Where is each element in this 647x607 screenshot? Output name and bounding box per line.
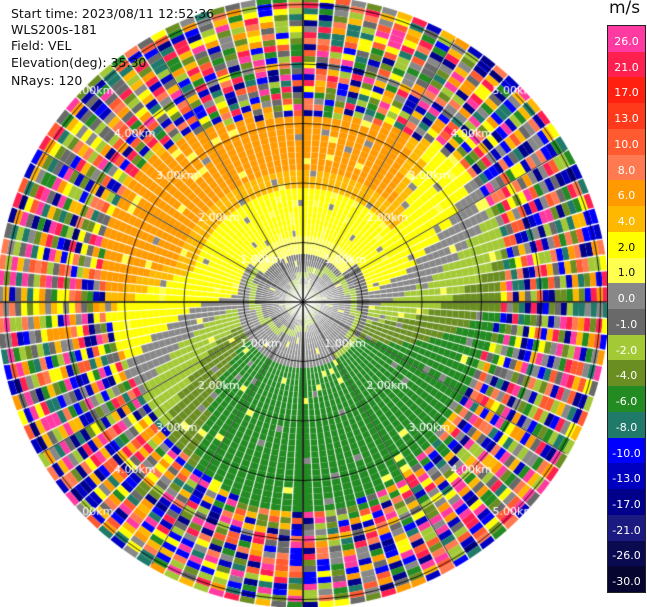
colorbar-segment: [608, 180, 645, 207]
colorbar-tick-label: -10.0: [612, 446, 641, 460]
colorbar-tick-label: -21.0: [612, 523, 641, 537]
colorbar-unit-label: m/s: [609, 0, 641, 18]
colorbar-tick-label: 2.0: [617, 240, 636, 254]
colorbar-tick-label: -13.0: [612, 472, 641, 486]
nrays-label: NRays: 120: [11, 72, 83, 88]
colorbar-segment: [608, 566, 645, 593]
colorbar-segment: [608, 514, 645, 542]
colorbar-segment: [608, 206, 645, 233]
colorbar-tick-label: 1.0: [617, 266, 636, 280]
colorbar-tick-label: 13.0: [614, 112, 639, 126]
colorbar-tick-label: 4.0: [617, 214, 636, 228]
colorbar-segment: [608, 437, 645, 464]
colorbar-tick-label: 21.0: [614, 60, 639, 74]
colorbar-tick-label: -6.0: [615, 395, 638, 409]
colorbar-tick-label: -1.0: [615, 317, 638, 331]
colorbar-tick-label: -26.0: [612, 549, 641, 563]
colorbar-tick-label: 0.0: [617, 292, 636, 306]
colorbar-tick-label: -30.0: [612, 575, 641, 589]
elevation-label: Elevation(deg): 35.30: [11, 54, 147, 70]
colorbar-segment: [608, 489, 645, 516]
colorbar-segment: [608, 231, 645, 259]
colorbar-segment: [608, 154, 645, 181]
radial-velocity-ppi-plot: [0, 0, 607, 607]
colorbar-tick-label: 26.0: [614, 34, 639, 48]
colorbar-segment: [608, 360, 645, 387]
colorbar-tick-label: -2.0: [615, 343, 638, 357]
colorbar-segment: [608, 51, 645, 78]
colorbar-segment: [608, 283, 645, 310]
colorbar-segment: [608, 257, 645, 284]
colorbar-segment: [608, 309, 645, 336]
colorbar-segment: [608, 463, 645, 490]
velocity-colorbar: 26.0 21.0 17.0 13.0 10.0 8.0 6.0 4.0 2.0 1.0 0.0 -1…: [607, 25, 646, 593]
colorbar-tick-label: -8.0: [615, 420, 638, 434]
colorbar-segment: [608, 128, 645, 156]
colorbar-segment: [608, 386, 645, 413]
colorbar-segment: [608, 26, 645, 53]
colorbar-tick-label: 10.0: [614, 137, 639, 151]
start-time-label: Start time: 2023/08/11 12:52:36: [11, 6, 215, 21]
station-label: WLS200s-181: [11, 22, 97, 38]
colorbar-tick-label: -4.0: [615, 369, 638, 383]
colorbar-segment: [608, 103, 645, 130]
field-label: Field: VEL: [11, 38, 72, 54]
colorbar-tick-label: 17.0: [614, 86, 639, 100]
colorbar-tick-label: 6.0: [617, 189, 636, 203]
colorbar-segment: [608, 77, 645, 104]
colorbar-tick-label: 8.0: [617, 163, 636, 177]
colorbar-segment: [608, 334, 645, 361]
scan-info-panel: Start time: 2023/08/11 12:52:36 WLS200s-…: [11, 6, 214, 89]
colorbar-segment: [608, 411, 645, 439]
colorbar-tick-label: -17.0: [612, 497, 641, 511]
colorbar-segment: [608, 540, 645, 567]
